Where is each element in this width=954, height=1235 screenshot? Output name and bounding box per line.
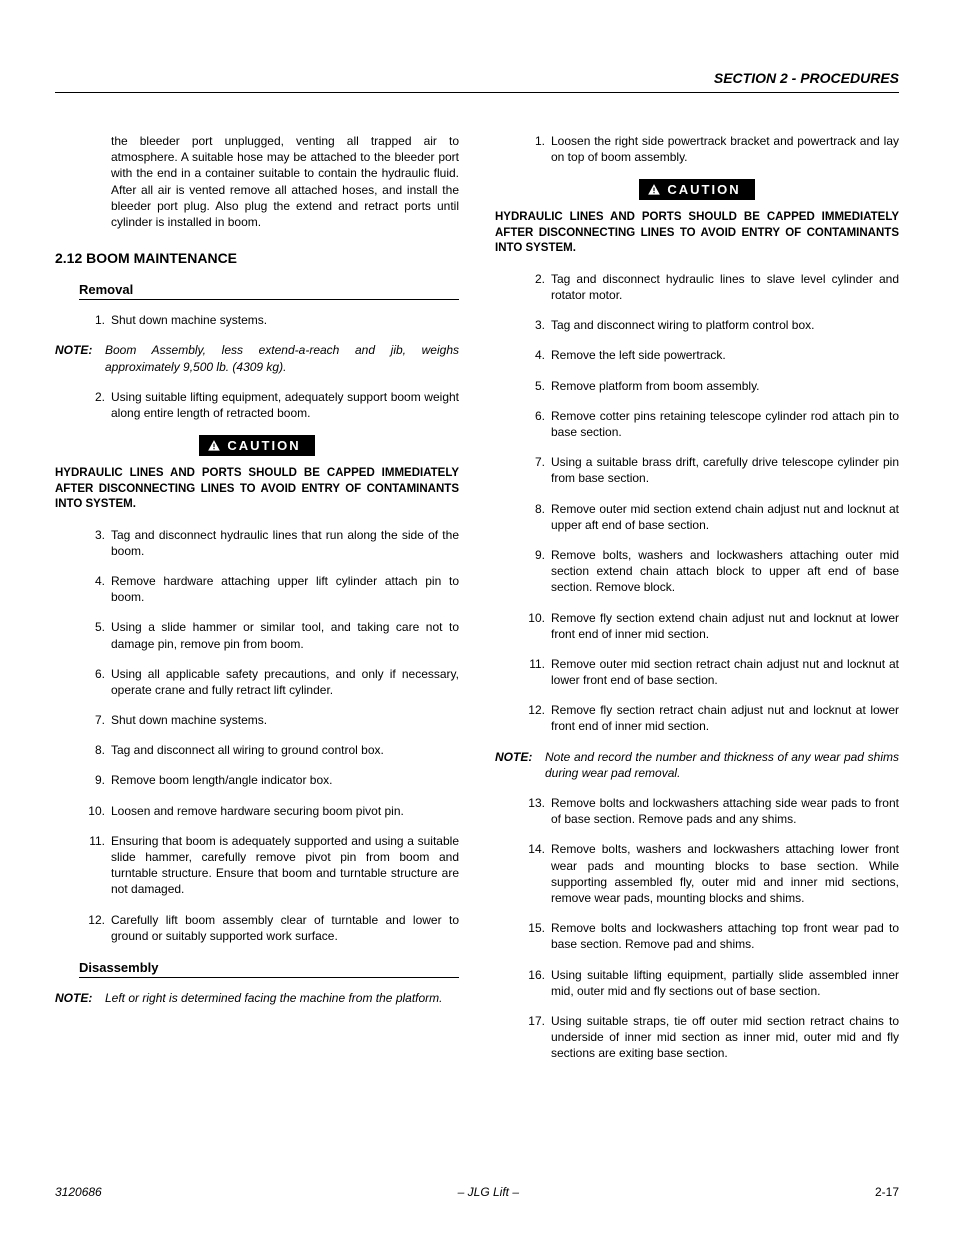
- note-label: NOTE:: [495, 749, 545, 781]
- section-heading: 2.12 BOOM MAINTENANCE: [55, 250, 459, 266]
- list-item: Remove cotter pins retaining telescope c…: [495, 408, 899, 440]
- caution-text: HYDRAULIC LINES AND PORTS SHOULD BE CAPP…: [495, 210, 899, 257]
- removal-list-3: Tag and disconnect hydraulic lines that …: [55, 527, 459, 944]
- list-item: Using suitable straps, tie off outer mid…: [495, 1013, 899, 1062]
- list-item: Tag and disconnect hydraulic lines to sl…: [495, 271, 899, 303]
- list-item: Remove fly section retract chain adjust …: [495, 702, 899, 734]
- list-item: Shut down machine systems.: [55, 712, 459, 728]
- list-item: Remove platform from boom assembly.: [495, 378, 899, 394]
- list-item: Shut down machine systems.: [55, 312, 459, 328]
- page-footer: 3120686 – JLG Lift – 2-17: [55, 1185, 899, 1199]
- caution-badge: CAUTION: [639, 179, 754, 200]
- removal-list-2: Using suitable lifting equipment, adequa…: [55, 389, 459, 421]
- section-title-text: BOOM MAINTENANCE: [86, 250, 237, 266]
- caution-badge-wrap: CAUTION: [55, 435, 459, 456]
- page-header: SECTION 2 - PROCEDURES: [55, 70, 899, 93]
- footer-left: 3120686: [55, 1185, 102, 1199]
- list-item: Carefully lift boom assembly clear of tu…: [55, 912, 459, 944]
- list-item: Loosen and remove hardware securing boom…: [55, 803, 459, 819]
- list-item: Ensuring that boom is adequately support…: [55, 833, 459, 898]
- footer-right: 2-17: [875, 1185, 899, 1199]
- list-item: Remove hardware attaching upper lift cyl…: [55, 573, 459, 605]
- list-item: Using all applicable safety precautions,…: [55, 666, 459, 698]
- list-item: Remove boom length/angle indicator box.: [55, 772, 459, 788]
- list-item: Loosen the right side powertrack bracket…: [495, 133, 899, 165]
- list-item: Tag and disconnect wiring to platform co…: [495, 317, 899, 333]
- note-block: NOTE: Note and record the number and thi…: [495, 749, 899, 781]
- list-item: Using a suitable brass drift, carefully …: [495, 454, 899, 486]
- caution-badge: CAUTION: [199, 435, 314, 456]
- disassembly-heading: Disassembly: [79, 960, 459, 978]
- note-block: NOTE: Left or right is determined facing…: [55, 990, 459, 1006]
- right-column: Loosen the right side powertrack bracket…: [495, 133, 899, 1075]
- list-item: Remove bolts, washers and lockwashers at…: [495, 841, 899, 906]
- note-text: Left or right is determined facing the m…: [105, 990, 459, 1006]
- list-item: Remove fly section extend chain adjust n…: [495, 610, 899, 642]
- list-item: Remove bolts and lockwashers attaching s…: [495, 795, 899, 827]
- removal-list-1: Shut down machine systems.: [55, 312, 459, 328]
- list-item: Using suitable lifting equipment, adequa…: [55, 389, 459, 421]
- note-label: NOTE:: [55, 990, 105, 1006]
- removal-heading: Removal: [79, 282, 459, 300]
- right-list-3: Remove bolts and lockwashers attaching s…: [495, 795, 899, 1061]
- note-text: Boom Assembly, less extend-a-reach and j…: [105, 342, 459, 374]
- caution-badge-wrap: CAUTION: [495, 179, 899, 200]
- section-title: SECTION 2 - PROCEDURES: [714, 70, 899, 86]
- caution-text: HYDRAULIC LINES AND PORTS SHOULD BE CAPP…: [55, 466, 459, 513]
- list-item: Using a slide hammer or similar tool, an…: [55, 619, 459, 651]
- caution-label: CAUTION: [227, 438, 300, 453]
- intro-paragraph: the bleeder port unplugged, venting all …: [111, 133, 459, 230]
- footer-center: – JLG Lift –: [458, 1185, 519, 1199]
- list-item: Remove bolts, washers and lockwashers at…: [495, 547, 899, 596]
- list-item: Remove outer mid section retract chain a…: [495, 656, 899, 688]
- list-item: Remove bolts and lockwashers attaching t…: [495, 920, 899, 952]
- list-item: Remove the left side powertrack.: [495, 347, 899, 363]
- note-text: Note and record the number and thickness…: [545, 749, 899, 781]
- warning-icon: [647, 183, 661, 197]
- list-item: Using suitable lifting equipment, partia…: [495, 967, 899, 999]
- left-column: the bleeder port unplugged, venting all …: [55, 133, 459, 1075]
- list-item: Remove outer mid section extend chain ad…: [495, 501, 899, 533]
- list-item: Tag and disconnect all wiring to ground …: [55, 742, 459, 758]
- warning-icon: [207, 439, 221, 453]
- section-number: 2.12: [55, 250, 82, 266]
- note-label: NOTE:: [55, 342, 105, 374]
- right-list-2: Tag and disconnect hydraulic lines to sl…: [495, 271, 899, 735]
- list-item: Tag and disconnect hydraulic lines that …: [55, 527, 459, 559]
- content-columns: the bleeder port unplugged, venting all …: [55, 133, 899, 1075]
- note-block: NOTE: Boom Assembly, less extend-a-reach…: [55, 342, 459, 374]
- caution-label: CAUTION: [667, 182, 740, 197]
- right-list-1: Loosen the right side powertrack bracket…: [495, 133, 899, 165]
